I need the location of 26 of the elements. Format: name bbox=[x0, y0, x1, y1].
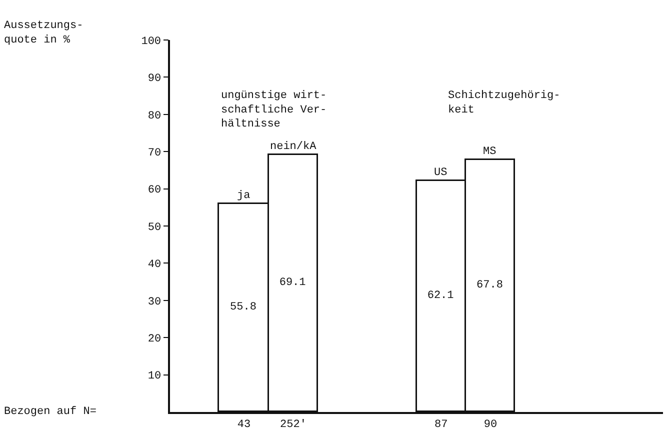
y-tick-label: 100 bbox=[141, 36, 162, 48]
data-label: 62.1 bbox=[427, 290, 454, 302]
y-tick-label: 20 bbox=[148, 333, 162, 346]
y-tick-label: 30 bbox=[148, 296, 162, 308]
text: Bezogen auf N= bbox=[4, 406, 96, 418]
y-tick-label: 50 bbox=[148, 222, 162, 234]
annotation: ja bbox=[237, 190, 251, 202]
annotation: MS bbox=[483, 146, 497, 158]
y-tick-label: 90 bbox=[148, 73, 162, 86]
y-tick-label: 40 bbox=[148, 259, 162, 272]
annotation: nein/kA bbox=[270, 141, 317, 153]
annotation: Schichtzugehörig- keit bbox=[448, 90, 560, 116]
y-tick-label: 80 bbox=[148, 110, 162, 122]
x-tick-label: 252' bbox=[280, 418, 306, 431]
x-tick-label: 90 bbox=[484, 418, 498, 431]
x-tick-label: 43 bbox=[237, 418, 251, 431]
x-tick-label: 87 bbox=[434, 418, 448, 431]
data-label: 55.8 bbox=[230, 301, 256, 314]
data-label: 67.8 bbox=[476, 279, 503, 292]
y-tick-label: 70 bbox=[148, 147, 162, 160]
annotation: ungünstige wirt- schaftliche Ver- hältnisse bbox=[221, 90, 327, 131]
y-tick-label: 60 bbox=[148, 184, 162, 197]
annotation: US bbox=[434, 167, 448, 179]
y-tick-label: 10 bbox=[148, 370, 162, 383]
data-label: 69.1 bbox=[279, 276, 306, 289]
text: Aussetzungs- quote in % bbox=[4, 20, 84, 46]
